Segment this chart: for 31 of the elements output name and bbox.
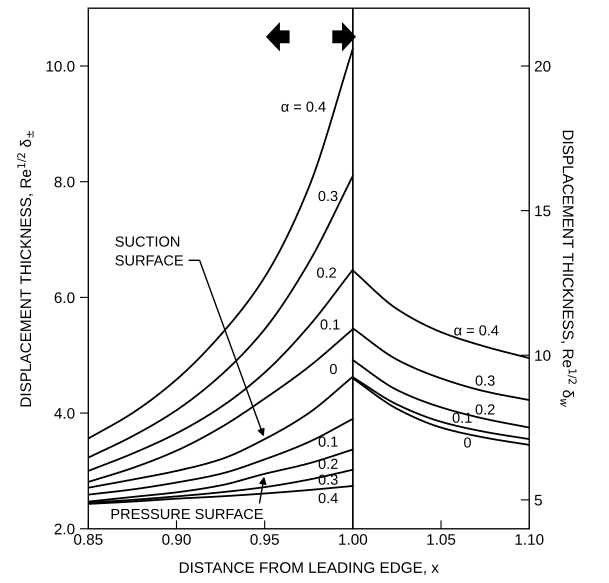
x-tick-label: 1.10	[516, 534, 544, 545]
y-tick-label: 8.0	[54, 176, 75, 188]
x-tick-label: 0.90	[162, 534, 191, 545]
series-label: 0.3	[318, 190, 338, 202]
y2-axis-title: DISPLACEMENT THICKNESS, Re$^{1/2}$ δ$_{w}$	[560, 130, 577, 408]
x-tick-label: 0.85	[74, 534, 103, 545]
x-tick-label: 1.00	[339, 534, 368, 545]
series-label: α = 0.4	[281, 101, 326, 112]
annotation: SUCTION SURFACE	[115, 236, 184, 266]
y-axis-title: DISPLACEMENT THICKNESS, Re$^{1/2}$ δ$_{±}$	[17, 130, 34, 406]
series-label: 0.1	[320, 319, 340, 330]
y2-tick-label: 15	[535, 206, 550, 216]
series-label: 0	[464, 437, 471, 448]
y-tick-label: 10.0	[46, 60, 75, 72]
series-label: α = 0.4	[454, 325, 499, 336]
y2-tick-label: 10	[535, 350, 550, 361]
series-label: 0.3	[476, 375, 495, 386]
y-tick-label: 2.0	[54, 524, 75, 534]
series-label: 0.2	[476, 404, 495, 415]
y-tick-label: 6.0	[54, 292, 75, 304]
series-label: 0.1	[318, 436, 338, 447]
y-tick-label: 4.0	[54, 408, 75, 419]
x-tick-label: 0.95	[250, 534, 279, 545]
x-axis-title: DISTANCE FROM LEADING EDGE, x	[180, 562, 439, 575]
y2-tick-label: 5	[534, 494, 542, 506]
x-tick-label: 1.05	[427, 534, 456, 545]
annotation: PRESSURE SURFACE	[112, 508, 263, 520]
series-label: 0.4	[318, 492, 338, 504]
y2-tick-label: 20	[534, 60, 550, 72]
series-label: 0.2	[317, 268, 336, 278]
series-label: 0	[330, 364, 337, 374]
